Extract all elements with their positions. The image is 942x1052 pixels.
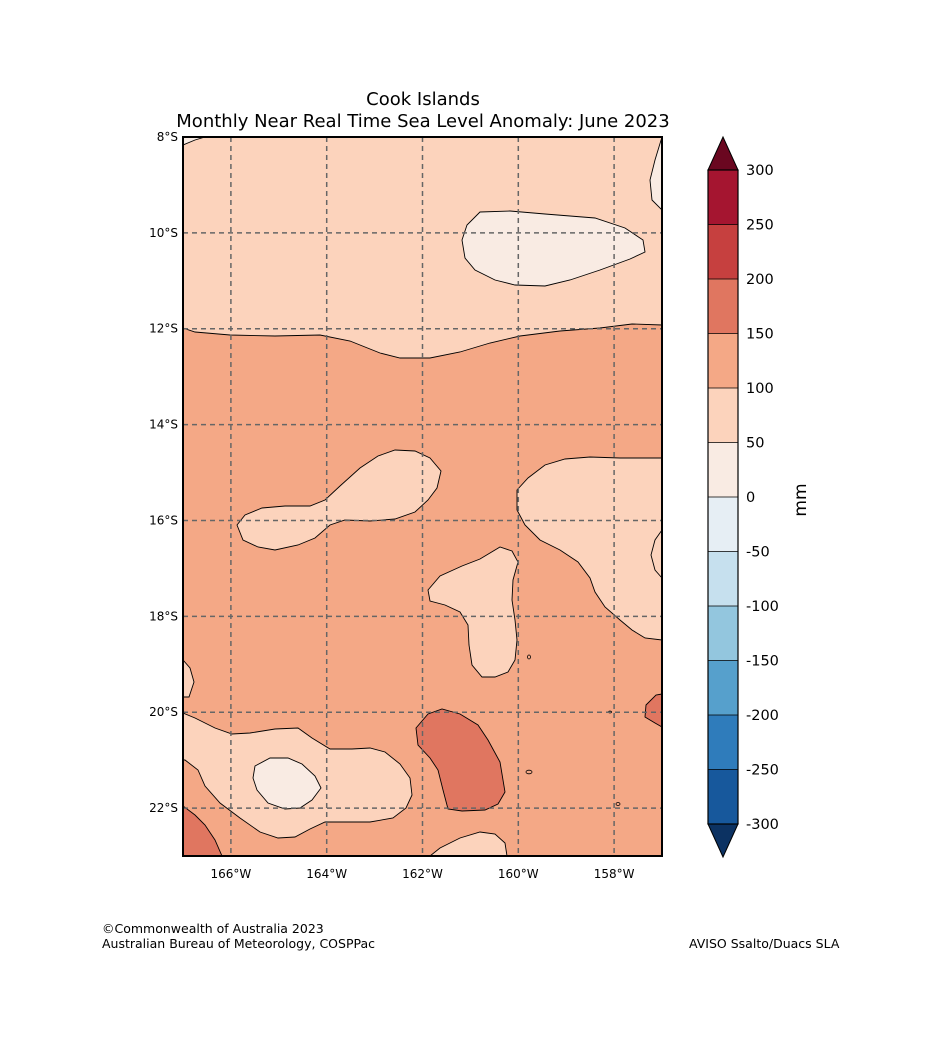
footer-credits: ©Commonwealth of Australia 2023 Australi… [102,921,375,951]
lat-tick-label: 12°S [149,322,178,336]
lat-tick-label: 16°S [149,513,178,527]
island-marker [527,654,531,660]
colorbar-band [708,388,738,443]
latitude-labels: 8°S 10°S 12°S 14°S 16°S 18°S 20°S 22°S [149,130,178,815]
region-northeast-patch [461,210,646,287]
colorbar-under-arrow [707,823,739,859]
colorbar-tick-label: 100 [746,381,774,397]
lon-tick-label: 160°W [498,867,539,881]
region-northeast-corner [649,137,662,211]
map-frame [182,136,663,857]
colorbar-band [708,660,738,716]
colorbar-unit-label: mm [791,483,811,516]
lon-tick-label: 158°W [594,867,635,881]
colorbar-band [708,606,738,661]
lon-tick-label: 162°W [402,867,443,881]
figure-subtitle: Monthly Near Real Time Sea Level Anomaly… [176,111,669,132]
colorbar-tick-label: -300 [746,817,779,833]
colorbar-tick-label: 150 [746,327,774,343]
region-east-edge-high [644,693,662,728]
map-gridlines [183,137,662,856]
colorbar: 300 250 200 150 100 50 0 -50 -100 -150 -200 -250 -30… [707,135,811,859]
colorbar-over-arrow [707,135,739,171]
colorbar-tick-label: -150 [746,654,779,670]
lon-tick-label: 164°W [306,867,347,881]
colorbar-band [708,715,738,770]
region-patch-west-central [236,449,442,551]
colorbar-tick-label: 0 [746,490,755,506]
colorbar-band [708,333,738,389]
lat-tick-label: 22°S [149,801,178,815]
colorbar-tick-label: 50 [746,436,764,452]
figure-title: Cook Islands [366,89,480,110]
colorbar-band [708,769,738,825]
colorbar-band [708,279,738,334]
map-area [183,137,662,856]
longitude-labels: 166°W 164°W 162°W 160°W 158°W [211,867,635,881]
colorbar-tick-label: -100 [746,599,779,615]
region-patch-east-edge [650,529,662,579]
colorbar-band [708,497,738,552]
region-patch-east [516,456,662,641]
lat-tick-label: 18°S [149,609,178,623]
island-marker [525,769,533,775]
region-northwest-corner [183,137,206,146]
colorbar-band [708,170,738,225]
lat-tick-label: 20°S [149,705,178,719]
lon-tick-label: 166°W [211,867,252,881]
footer-source: AVISO Ssalto/Duacs SLA [689,936,840,951]
island-marker [615,802,621,806]
colorbar-tick-label: -250 [746,763,779,779]
colorbar-tick-label: -50 [746,545,770,561]
footer-copyright: ©Commonwealth of Australia 2023 [102,921,324,936]
colorbar-tick-label: 250 [746,218,774,234]
footer-agency: Australian Bureau of Meteorology, COSPPa… [102,936,375,951]
colorbar-band [708,442,738,498]
colorbar-tick-label: 300 [746,163,774,179]
colorbar-tick-label: 200 [746,272,774,288]
region-patch-central [427,546,519,678]
region-patch-south-central [429,831,508,856]
lat-tick-label: 10°S [149,226,178,240]
colorbar-band [708,551,738,607]
colorbar-tick-label: -200 [746,708,779,724]
lat-tick-label: 14°S [149,418,178,432]
region-patch-southwest-inner [252,757,322,810]
colorbar-band [708,224,738,280]
lat-tick-label: 8°S [157,130,178,144]
region-southwest-corner-high [183,805,223,856]
region-patch-west-edge [183,659,195,698]
